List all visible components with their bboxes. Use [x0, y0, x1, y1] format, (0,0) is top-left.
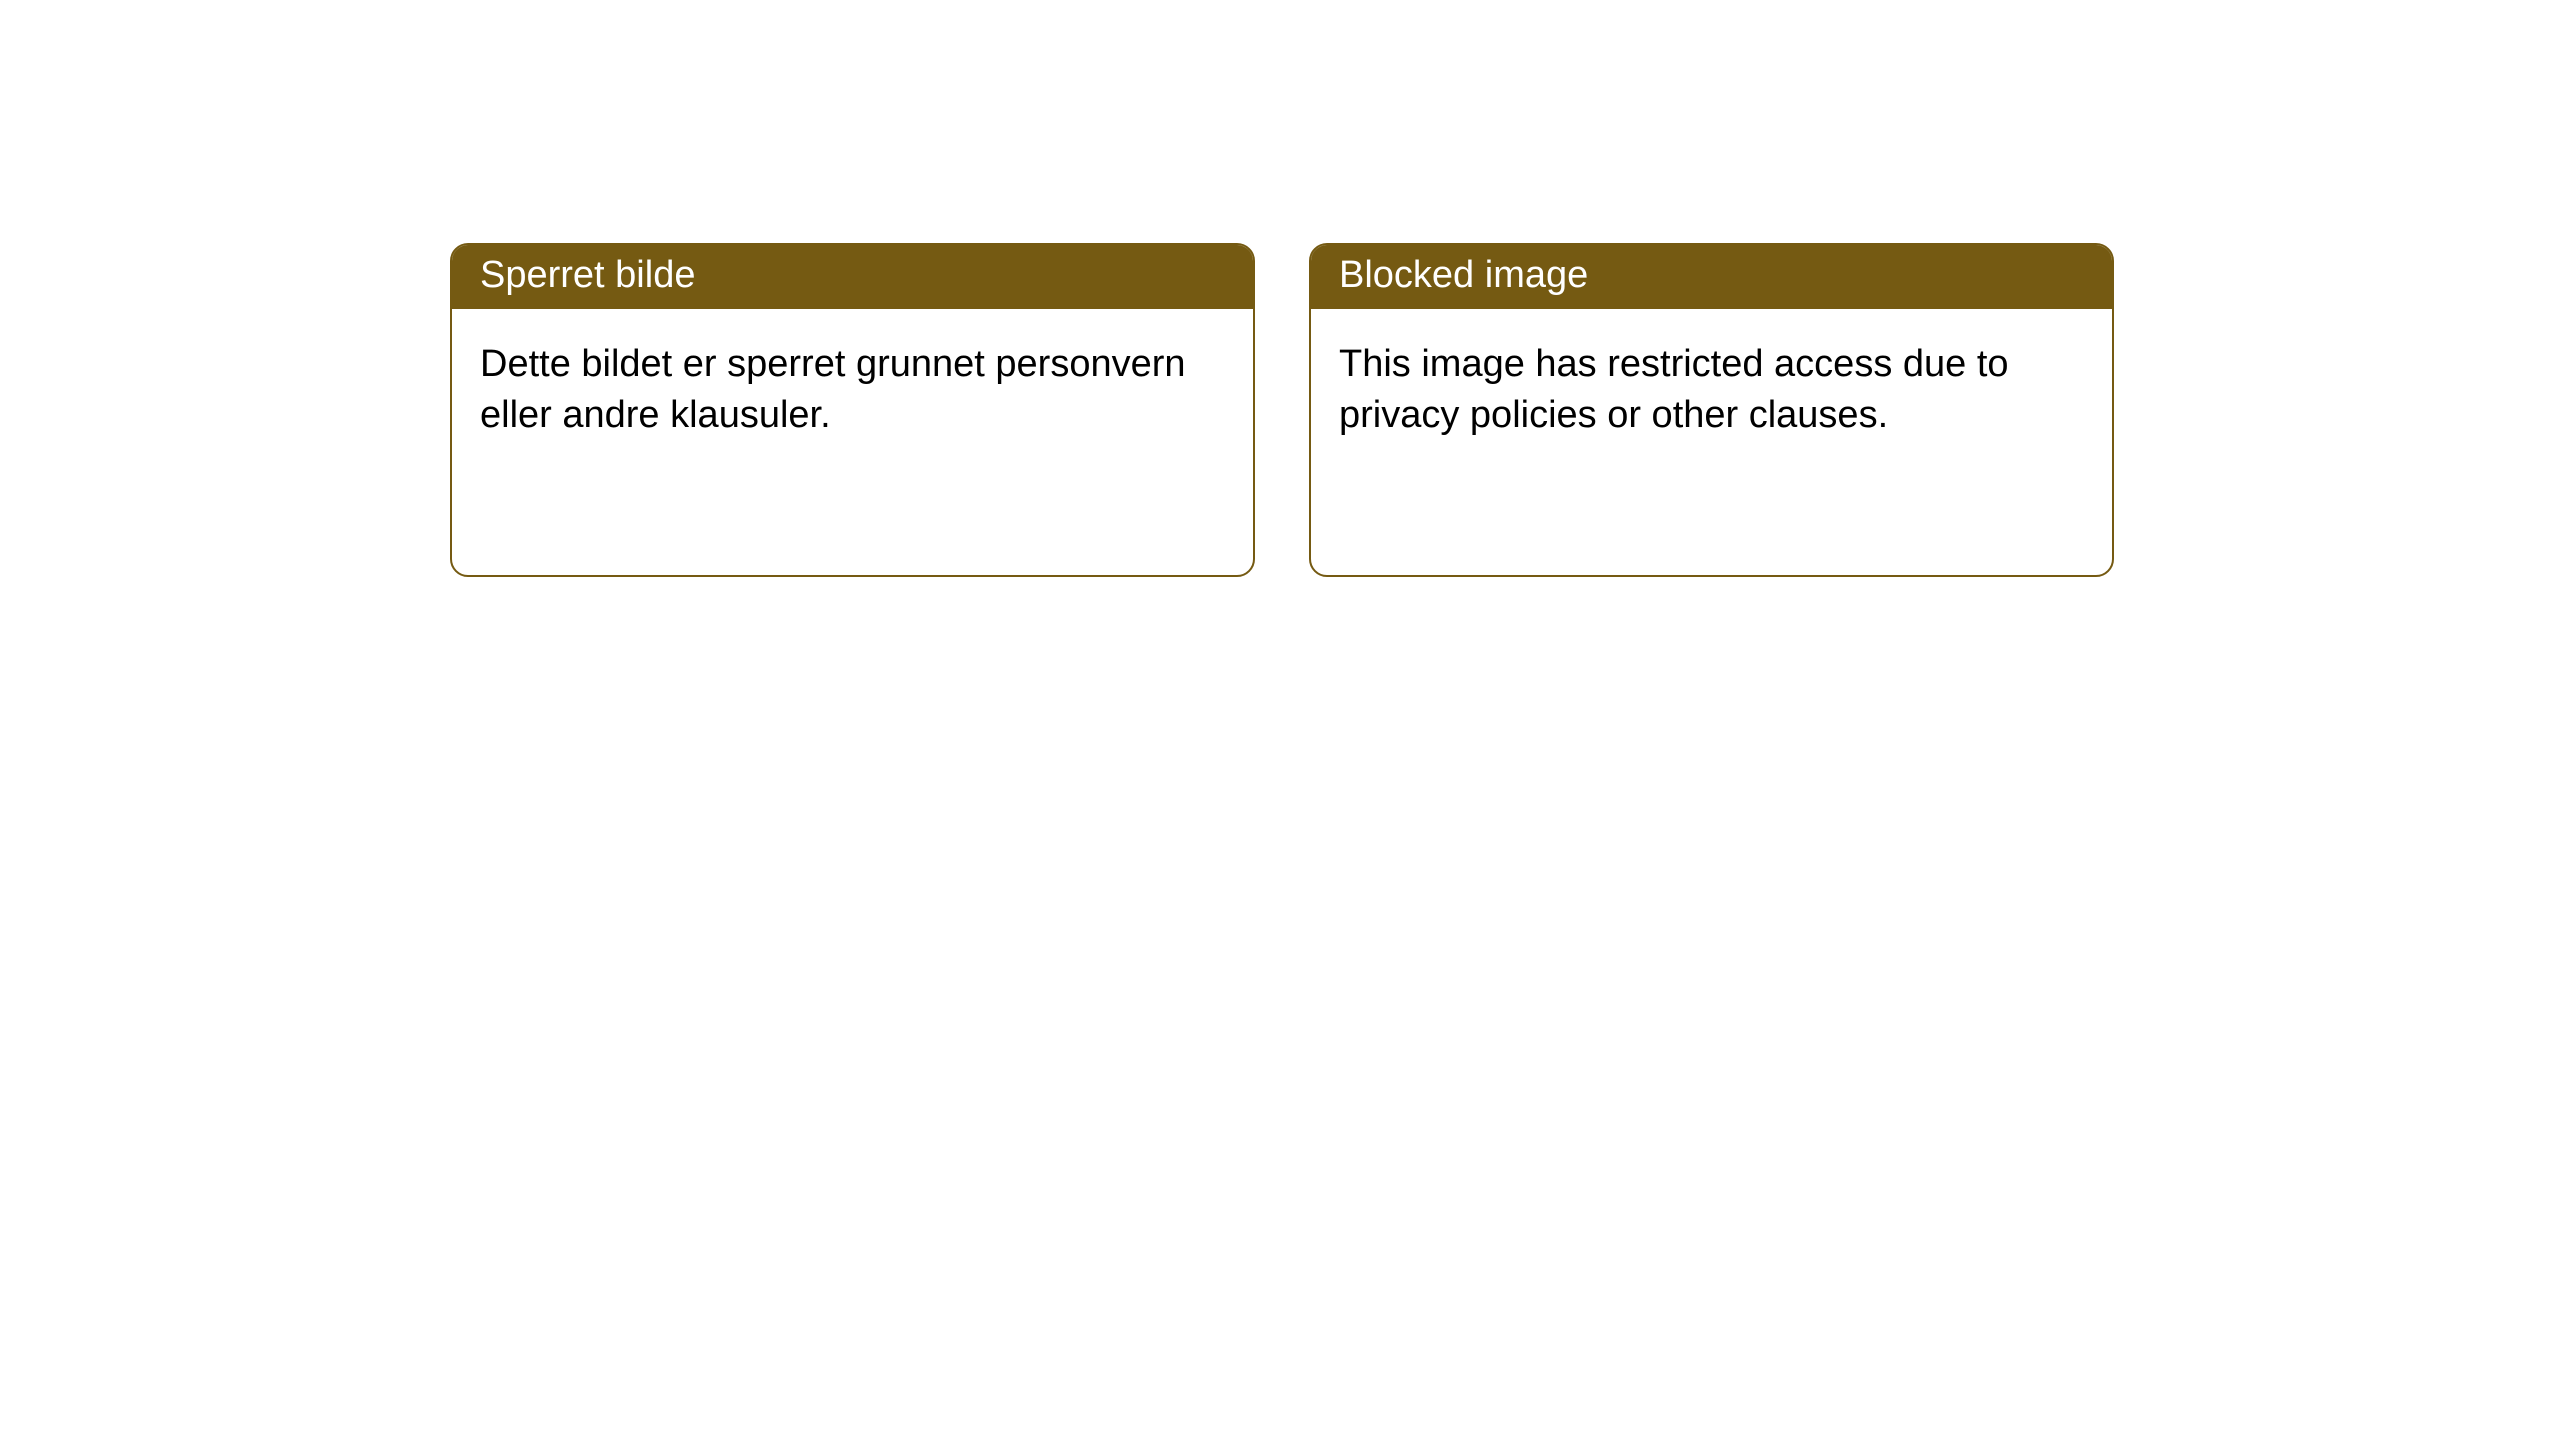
notice-card-norwegian: Sperret bilde Dette bildet er sperret gr…: [450, 243, 1255, 577]
notice-title: Sperret bilde: [480, 254, 695, 296]
notice-message: Dette bildet er sperret grunnet personve…: [480, 343, 1186, 436]
notice-container: Sperret bilde Dette bildet er sperret gr…: [0, 0, 2560, 577]
notice-message: This image has restricted access due to …: [1339, 343, 2009, 436]
notice-body: Dette bildet er sperret grunnet personve…: [452, 309, 1253, 472]
notice-body: This image has restricted access due to …: [1311, 309, 2112, 472]
notice-header: Sperret bilde: [452, 245, 1253, 309]
notice-card-english: Blocked image This image has restricted …: [1309, 243, 2114, 577]
notice-header: Blocked image: [1311, 245, 2112, 309]
notice-title: Blocked image: [1339, 254, 1588, 296]
